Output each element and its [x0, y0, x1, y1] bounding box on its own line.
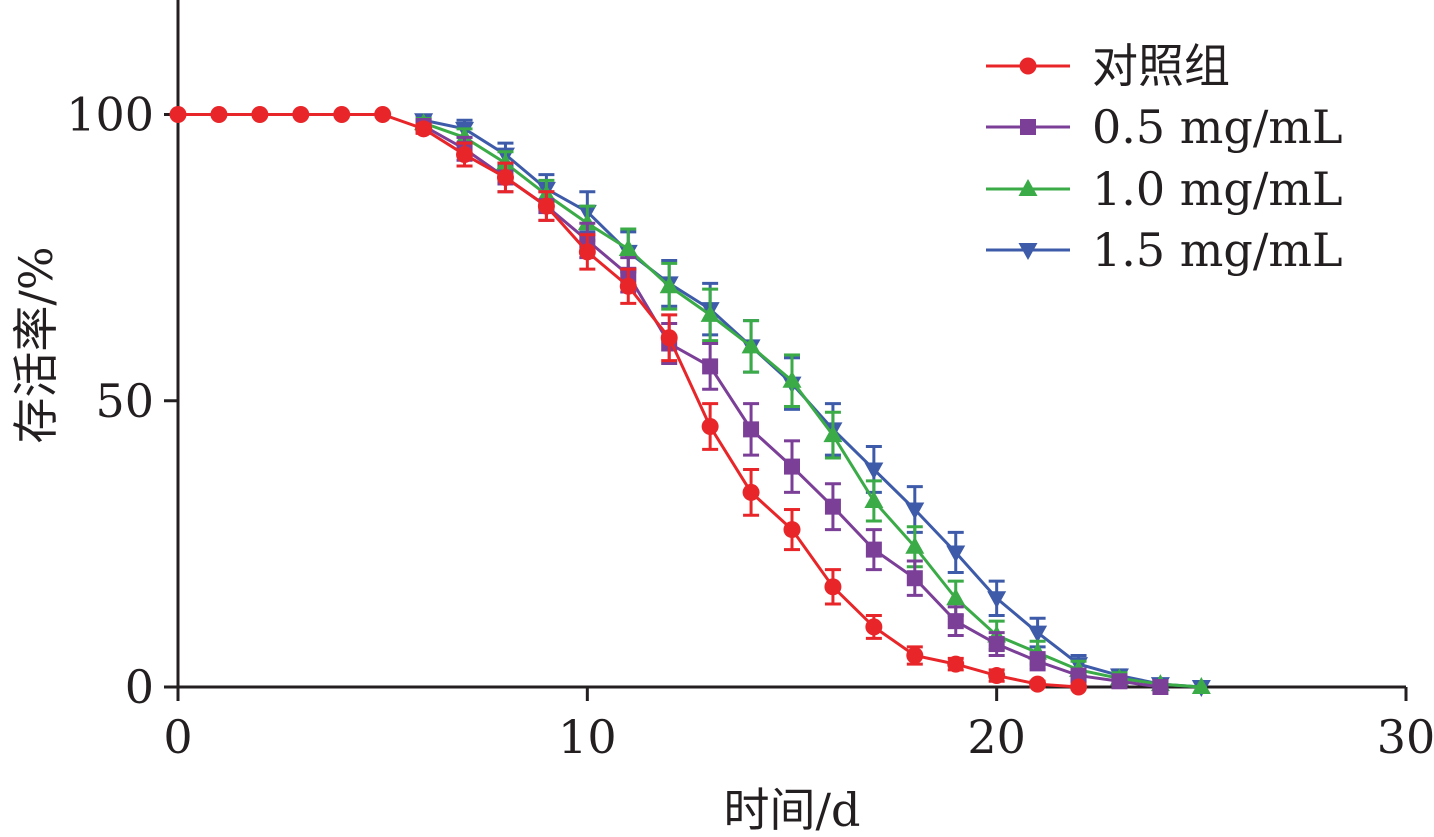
data-point: [865, 541, 882, 558]
axes: 0 10 20 30 0 50 100: [66, 0, 1434, 764]
legend-label: 1.5 mg/mL: [1092, 223, 1343, 277]
data-point: [946, 588, 966, 606]
data-point: [947, 613, 964, 630]
data-point: [824, 498, 841, 515]
y-tick-label: 50: [95, 374, 154, 428]
legend-marker: [1019, 57, 1037, 75]
data-point: [823, 425, 843, 443]
data-point: [702, 358, 719, 375]
data-point: [784, 458, 800, 475]
data-point: [537, 197, 555, 215]
legend: 对照组 0.5 mg/mL 1.0 mg/mL 1.5 mg/mL: [986, 39, 1343, 277]
data-point: [864, 490, 884, 508]
x-tick-label: 30: [1377, 710, 1434, 764]
data-point: [374, 106, 392, 123]
series-layer: [169, 106, 1211, 697]
legend-label: 0.5 mg/mL: [1092, 100, 1343, 154]
x-axis-title: 时间/d: [724, 783, 861, 837]
data-point: [659, 276, 679, 294]
legend-marker: [1020, 119, 1036, 135]
data-point: [701, 418, 719, 436]
data-point: [333, 106, 351, 123]
data-point: [1028, 625, 1048, 643]
data-point: [660, 329, 678, 347]
data-point: [578, 243, 596, 261]
y-axis-title: 存活率/%: [9, 246, 63, 443]
data-point: [906, 570, 923, 587]
data-point: [946, 545, 966, 563]
data-point: [865, 618, 883, 636]
data-point: [619, 277, 637, 295]
data-point: [743, 421, 760, 438]
legend-item: 对照组: [986, 39, 1230, 93]
x-tick-label: 0: [163, 710, 192, 764]
data-point: [1029, 675, 1047, 693]
data-point: [1111, 673, 1128, 690]
y-tick-label: 0: [125, 660, 154, 714]
data-point: [456, 146, 474, 164]
legend-item: 1.5 mg/mL: [986, 223, 1343, 277]
legend-label: 1.0 mg/mL: [1092, 162, 1343, 216]
data-point: [742, 483, 760, 501]
data-point: [905, 502, 925, 520]
series-line: [178, 113, 1079, 689]
legend-item: 1.0 mg/mL: [986, 162, 1343, 216]
data-point: [1191, 677, 1211, 694]
x-tick-label: 10: [558, 710, 617, 764]
data-point: [415, 120, 433, 138]
data-point: [988, 667, 1006, 685]
data-point: [1029, 653, 1046, 670]
legend-item: 0.5 mg/mL: [986, 100, 1343, 154]
series-0: [169, 106, 1088, 696]
data-point: [210, 106, 228, 123]
y-tick-label: 100: [66, 88, 154, 142]
data-point: [824, 578, 842, 596]
data-point: [864, 462, 884, 480]
data-point: [1070, 678, 1088, 696]
x-tick-label: 20: [967, 710, 1026, 764]
data-point: [782, 370, 802, 388]
data-point: [1152, 679, 1169, 695]
legend-marker: [1018, 179, 1038, 196]
data-point: [906, 647, 924, 665]
data-point: [741, 336, 761, 354]
data-point: [169, 106, 187, 123]
data-point: [987, 591, 1007, 609]
data-point: [618, 239, 638, 257]
data-point: [905, 536, 925, 554]
data-point: [947, 655, 965, 673]
data-point: [988, 636, 1005, 653]
data-point: [496, 168, 514, 186]
data-point: [700, 304, 720, 322]
data-point: [783, 521, 801, 539]
data-point: [251, 106, 269, 123]
data-point: [292, 106, 310, 123]
legend-marker: [1018, 243, 1038, 260]
legend-label: 对照组: [1092, 39, 1230, 93]
